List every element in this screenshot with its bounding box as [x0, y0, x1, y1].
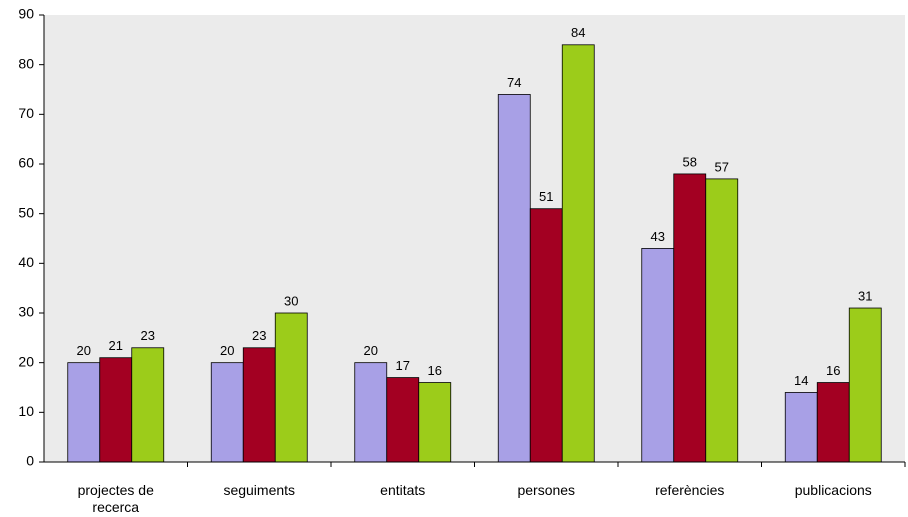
value-label: 21 [109, 338, 123, 353]
bar [561, 44, 595, 463]
bar [848, 307, 882, 463]
bar [497, 94, 531, 463]
bar [673, 173, 707, 463]
y-tick-label: 70 [18, 105, 34, 121]
bar [641, 248, 675, 463]
bar [705, 178, 739, 463]
value-label: 30 [284, 293, 298, 308]
value-label: 20 [364, 343, 378, 358]
x-tick-label: persones [517, 482, 576, 498]
value-label: 23 [252, 328, 266, 343]
bar [816, 382, 850, 463]
bar [210, 362, 244, 463]
bar [354, 362, 388, 463]
x-tick-label: entitats [380, 482, 426, 498]
value-label: 57 [715, 159, 729, 174]
value-label: 58 [683, 154, 697, 169]
plot-area [44, 15, 905, 462]
bar [784, 392, 818, 463]
x-tick-label: referències [655, 482, 725, 498]
bar [386, 377, 420, 463]
value-label: 17 [396, 358, 410, 373]
bar [131, 347, 165, 463]
x-tick-label: seguiments [223, 482, 296, 498]
bar [529, 208, 563, 463]
x-tick-label: publicacions [794, 482, 872, 498]
y-tick-label: 10 [18, 403, 34, 419]
value-label: 74 [507, 75, 521, 90]
y-tick-label: 60 [18, 155, 34, 171]
value-label: 14 [794, 373, 808, 388]
value-label: 84 [571, 25, 585, 40]
value-label: 51 [539, 189, 553, 204]
y-tick-label: 80 [18, 55, 34, 71]
value-label: 16 [428, 363, 442, 378]
y-tick-label: 30 [18, 304, 34, 320]
value-label: 23 [141, 328, 155, 343]
bar [67, 362, 101, 463]
value-label: 43 [651, 229, 665, 244]
y-tick-label: 90 [18, 6, 34, 22]
value-label: 16 [826, 363, 840, 378]
y-tick-label: 40 [18, 254, 34, 270]
value-label: 20 [220, 343, 234, 358]
y-tick-label: 20 [18, 353, 34, 369]
x-tick-label: projectes de recerca [77, 482, 154, 515]
bar [274, 312, 308, 463]
bar [99, 357, 133, 463]
bar [418, 382, 452, 463]
value-label: 31 [858, 288, 872, 303]
y-tick-label: 0 [26, 453, 34, 469]
value-label: 20 [77, 343, 91, 358]
y-tick-label: 50 [18, 204, 34, 220]
bar [242, 347, 276, 463]
